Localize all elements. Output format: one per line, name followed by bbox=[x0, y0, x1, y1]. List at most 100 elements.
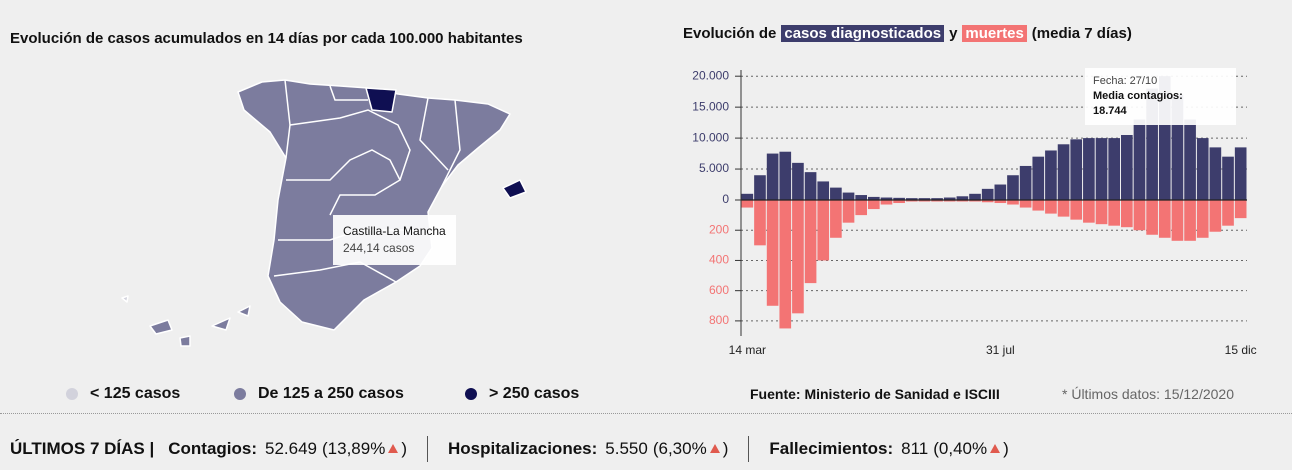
bar bbox=[855, 195, 867, 200]
title-highlight: muertes bbox=[962, 25, 1027, 42]
stat: Fallecimientos: 811 (0,40%) bbox=[769, 439, 1008, 459]
source: Fuente: Ministerio de Sanidad e ISCIII bbox=[750, 386, 1000, 402]
bar bbox=[1019, 200, 1032, 208]
bar bbox=[1032, 156, 1045, 200]
legend-swatch bbox=[234, 388, 246, 400]
stat-change: (0,40% bbox=[933, 439, 988, 458]
bar bbox=[956, 196, 969, 200]
stat-change-close: ) bbox=[401, 439, 408, 458]
bar bbox=[830, 200, 842, 238]
separator bbox=[427, 436, 429, 462]
navarra bbox=[365, 87, 397, 113]
tooltip-label: Media contagios: bbox=[1093, 90, 1183, 102]
bar bbox=[956, 200, 969, 202]
tooltip-value: 244,14 casos bbox=[343, 241, 415, 255]
bar bbox=[779, 200, 792, 329]
tooltip-region: Castilla-La Mancha bbox=[343, 224, 446, 238]
note: * Últimos datos: 15/12/2020 bbox=[1062, 386, 1234, 402]
peninsula bbox=[237, 79, 511, 331]
bar bbox=[1196, 200, 1209, 238]
bar bbox=[1007, 175, 1019, 200]
bar bbox=[817, 181, 830, 200]
stat-label: Hospitalizaciones: bbox=[448, 439, 598, 458]
y-tick-label: 20.000 bbox=[692, 68, 729, 82]
bar bbox=[1234, 147, 1247, 200]
title-between: y bbox=[949, 25, 958, 42]
footer-items: Contagios: 52.649 (13,89%) Hospitalizacione… bbox=[168, 436, 1009, 462]
y-tick-label: 15.000 bbox=[692, 99, 729, 113]
bar bbox=[741, 193, 754, 200]
bar bbox=[1057, 144, 1070, 200]
bar bbox=[905, 200, 918, 202]
bar bbox=[918, 200, 931, 202]
legend-item: < 125 casos bbox=[66, 385, 180, 403]
bar bbox=[766, 200, 779, 306]
x-tick-label: 15 dic bbox=[1225, 343, 1257, 357]
bar bbox=[969, 193, 981, 200]
bar bbox=[1158, 200, 1171, 238]
x-tick-label: 31 jul bbox=[986, 343, 1015, 357]
bar bbox=[741, 200, 754, 208]
stat-change-close: ) bbox=[1003, 439, 1009, 458]
bar bbox=[804, 172, 817, 200]
canarias-3 bbox=[211, 317, 231, 331]
bar bbox=[1222, 156, 1234, 200]
stat: Hospitalizaciones: 5.550 (6,30%) bbox=[448, 439, 728, 459]
bar bbox=[1083, 200, 1095, 223]
legend-swatch bbox=[465, 388, 477, 400]
bar bbox=[1146, 88, 1158, 200]
bar bbox=[943, 200, 956, 202]
bar bbox=[1196, 138, 1209, 200]
bar bbox=[1019, 165, 1032, 200]
map-tooltip: Castilla-La Mancha 244,14 casos bbox=[333, 215, 456, 265]
bar bbox=[804, 200, 817, 284]
bar bbox=[1121, 135, 1133, 200]
y-tick-label: 800 bbox=[709, 313, 729, 327]
title-after: (media 7 días) bbox=[1031, 25, 1132, 42]
y-tick-label: 5.000 bbox=[699, 161, 729, 175]
y-tick-label: 400 bbox=[709, 253, 729, 267]
bar bbox=[1184, 200, 1196, 241]
bar bbox=[1222, 200, 1234, 226]
bar bbox=[1146, 200, 1158, 235]
legend-swatch bbox=[66, 388, 78, 400]
bar bbox=[1057, 200, 1070, 217]
bar bbox=[918, 198, 931, 200]
bar bbox=[880, 200, 893, 205]
bar bbox=[1045, 150, 1057, 200]
bar bbox=[1158, 76, 1171, 200]
bar bbox=[766, 153, 779, 200]
bar bbox=[994, 200, 1007, 204]
stat-change: (13,89% bbox=[322, 439, 386, 458]
bar bbox=[981, 188, 994, 200]
bar bbox=[868, 196, 880, 200]
stat-value: 52.649 bbox=[265, 439, 318, 458]
stat-value: 811 bbox=[901, 439, 929, 458]
up-arrow bbox=[990, 444, 1001, 453]
bar bbox=[792, 162, 804, 200]
bar bbox=[1070, 200, 1083, 220]
bar bbox=[1209, 147, 1222, 200]
bar bbox=[1171, 94, 1184, 200]
bar bbox=[855, 200, 867, 216]
chart: 0 5.000 10.000 15.000 20.000 200 400 600 800 14 m… bbox=[692, 68, 1257, 357]
chart-title: Evolución de casos diagnosticados y muer… bbox=[683, 25, 1132, 42]
footer-heading: ÚLTIMOS 7 DÍAS | bbox=[10, 439, 155, 458]
bar bbox=[1171, 200, 1184, 241]
bar bbox=[893, 200, 905, 204]
bar bbox=[842, 200, 855, 223]
bar bbox=[1032, 200, 1045, 211]
up-arrow bbox=[388, 444, 399, 453]
stat-value: 5.550 bbox=[605, 439, 648, 458]
bar bbox=[1070, 139, 1083, 200]
bar bbox=[1108, 200, 1120, 226]
bar bbox=[905, 198, 918, 200]
stat-change-close: ) bbox=[722, 439, 729, 458]
divider bbox=[0, 413, 1292, 414]
separator bbox=[748, 436, 750, 462]
title-before: Evolución de bbox=[683, 25, 777, 42]
chart-tooltip: Fecha: 27/10 Media contagios: 18.744 bbox=[1085, 68, 1236, 125]
bar bbox=[1083, 138, 1095, 200]
stat-label: Contagios: bbox=[168, 439, 258, 458]
